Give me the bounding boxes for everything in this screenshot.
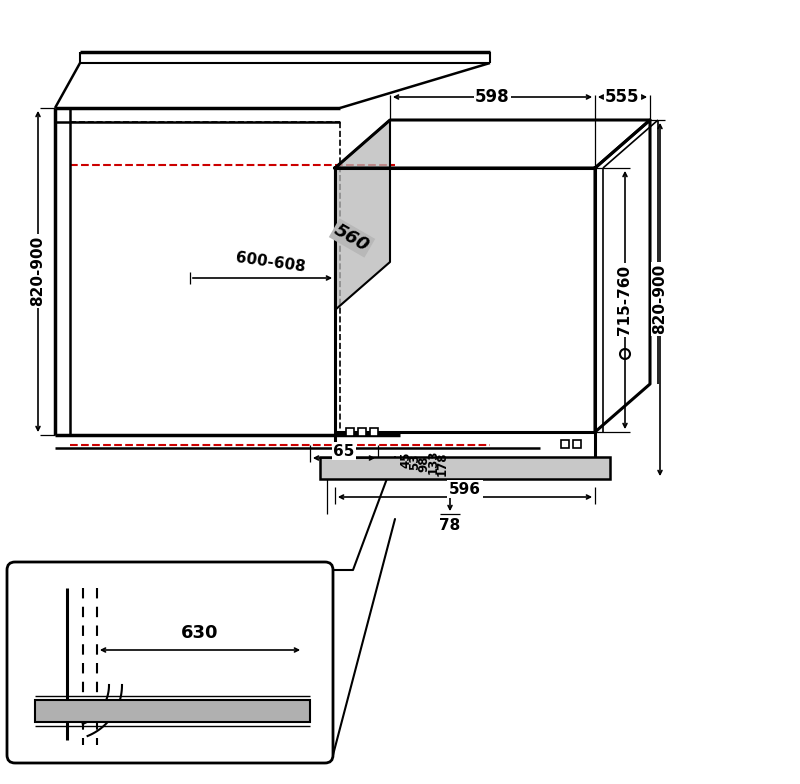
Text: 53: 53: [409, 454, 422, 470]
Circle shape: [620, 349, 630, 359]
Bar: [320, 457, 610, 479]
Text: 598: 598: [475, 88, 510, 106]
Text: 596: 596: [449, 481, 481, 496]
Polygon shape: [335, 120, 390, 310]
Text: 630: 630: [182, 624, 218, 642]
Text: 178: 178: [435, 452, 449, 476]
FancyBboxPatch shape: [7, 562, 333, 763]
Text: 560: 560: [331, 221, 373, 255]
Text: 820-900: 820-900: [30, 236, 46, 306]
Text: 600-608: 600-608: [234, 250, 306, 275]
Text: 715-760: 715-760: [618, 265, 633, 335]
FancyBboxPatch shape: [370, 428, 378, 436]
Text: 78: 78: [439, 518, 461, 533]
Bar: [35, 700, 310, 722]
FancyBboxPatch shape: [561, 440, 569, 448]
FancyBboxPatch shape: [358, 428, 366, 436]
Text: 98: 98: [418, 456, 430, 472]
Text: 45: 45: [399, 452, 413, 468]
FancyBboxPatch shape: [346, 428, 354, 436]
Text: 555: 555: [606, 88, 640, 106]
Text: 133: 133: [426, 450, 439, 474]
FancyBboxPatch shape: [573, 440, 581, 448]
Text: 820-900: 820-900: [653, 264, 667, 334]
Text: 65: 65: [334, 444, 354, 459]
